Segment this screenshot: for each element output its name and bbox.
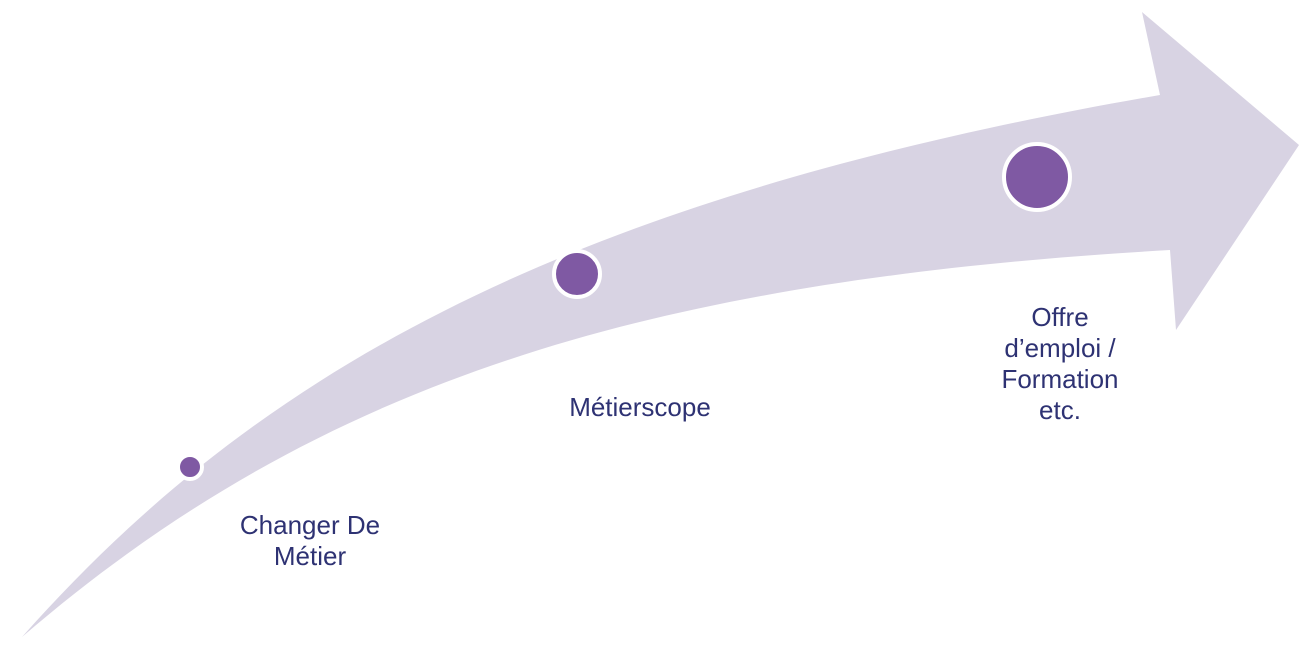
step-label-changer-de-metier: Changer De Métier xyxy=(239,510,381,571)
step-dot-3 xyxy=(1002,142,1072,212)
step-dot-2 xyxy=(552,249,602,299)
step-label-offre-emploi-formation: Offre d’emploi / Formation etc. xyxy=(1001,302,1119,425)
step-label-metierscope: Métierscope xyxy=(569,392,711,422)
step-dot-1 xyxy=(176,453,204,481)
curved-arrow-shape xyxy=(22,12,1299,637)
